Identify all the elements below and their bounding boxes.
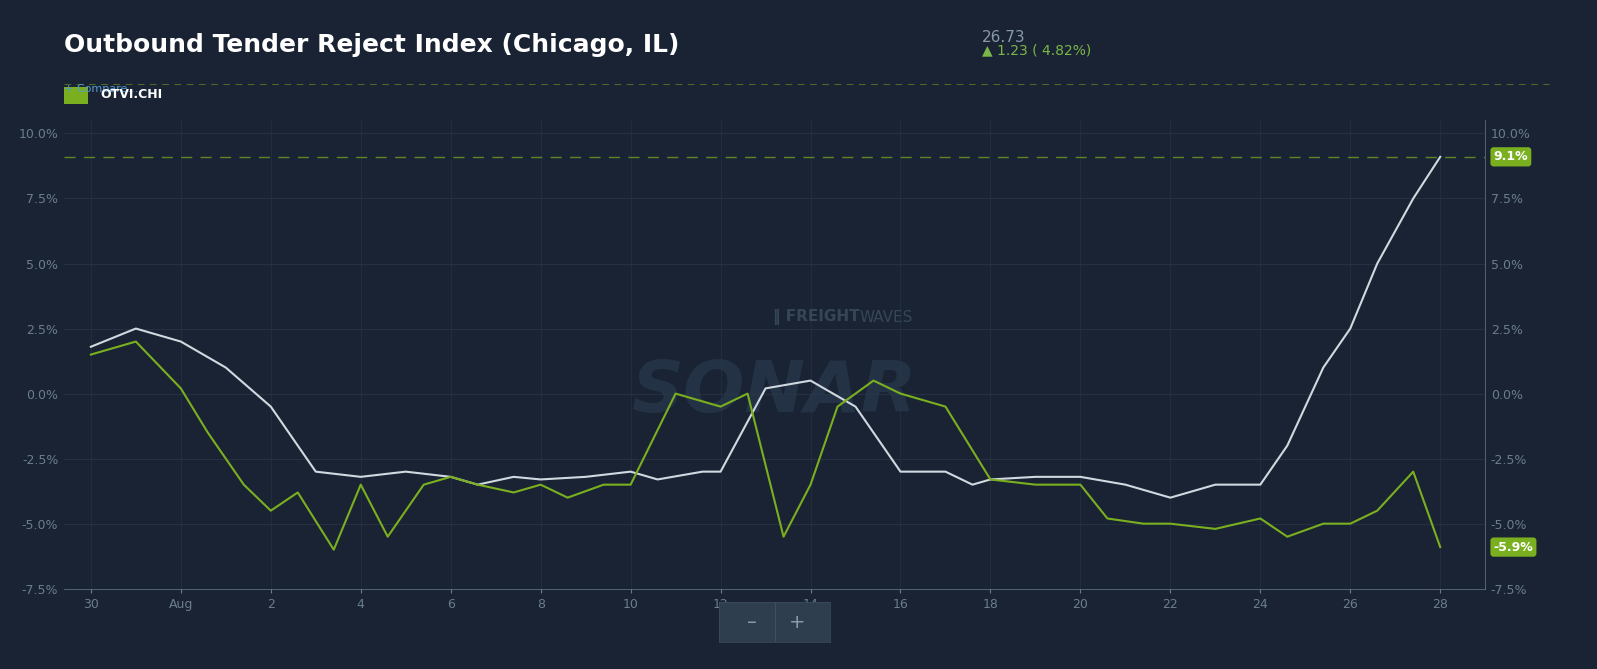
Text: -5.9%: -5.9% <box>1493 541 1533 553</box>
Text: –: – <box>747 613 757 632</box>
Text: ‖ FREIGHT: ‖ FREIGHT <box>773 309 859 325</box>
Text: SONAR: SONAR <box>632 357 917 427</box>
Text: Outbound Tender Reject Index (Chicago, IL): Outbound Tender Reject Index (Chicago, I… <box>64 33 679 58</box>
Text: 9.1%: 9.1% <box>1493 151 1528 163</box>
Text: WAVES: WAVES <box>859 310 913 324</box>
Text: 26.73: 26.73 <box>982 30 1025 45</box>
Text: OTVI.CHI: OTVI.CHI <box>101 88 163 102</box>
Text: ▲ 1.23 ( 4.82%): ▲ 1.23 ( 4.82%) <box>982 43 1091 58</box>
Text: + Compare...: + Compare... <box>64 84 137 94</box>
Text: +: + <box>789 613 805 632</box>
